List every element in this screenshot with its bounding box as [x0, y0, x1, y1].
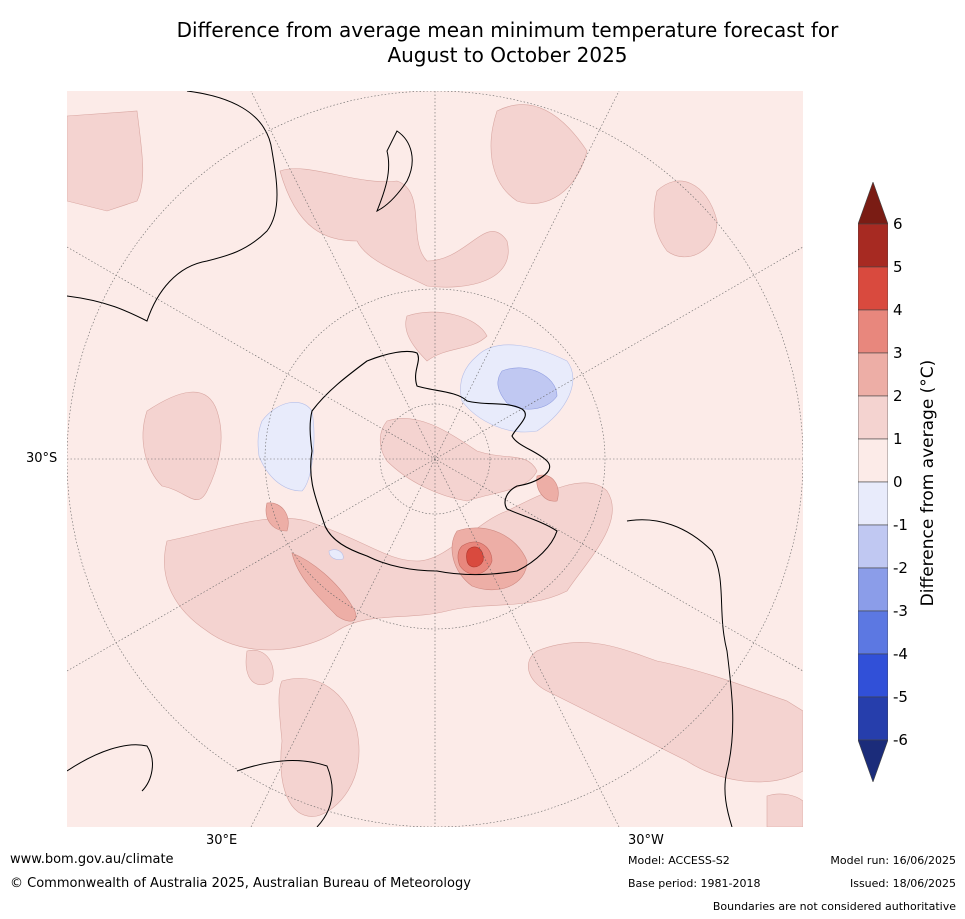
footer-copyright: © Commonwealth of Australia 2025, Austra…	[10, 876, 471, 891]
south-america-coastline	[626, 519, 734, 827]
colorbar-seg-5-6	[858, 223, 888, 268]
warm-patch-south-indian	[278, 678, 360, 817]
map-canvas	[67, 91, 803, 827]
lat-label-30s: 30°S	[26, 451, 58, 466]
meridian-60w	[67, 246, 803, 672]
footer-disclaimer: Boundaries are not considered authoritat…	[712, 900, 956, 913]
lon-label-30e: 30°E	[206, 833, 238, 848]
colorbar-tick-label: 4	[893, 301, 903, 319]
colorbar-tick-label: -5	[893, 688, 908, 706]
footer-base-period: Base period: 1981-2018	[628, 877, 761, 890]
colorbar-seg-2-3	[858, 352, 888, 397]
warm-patch-east-pacific	[653, 180, 718, 258]
colorbar-seg-m4-m3	[858, 610, 888, 655]
warm-patch-kerguelen	[265, 502, 289, 532]
colorbar-tick-label: 1	[893, 430, 903, 448]
warm-patch-southern-ring	[164, 482, 613, 651]
warm-patch-north-pacific	[490, 104, 588, 204]
lat-circle-60s	[264, 288, 606, 630]
footer-model: Model: ACCESS-S2	[628, 854, 730, 867]
cold-core-pacific	[497, 367, 558, 410]
colorbar-tick-label: 6	[893, 215, 903, 233]
anomaly-core-regions	[457, 541, 493, 575]
title-line-1: Difference from average mean minimum tem…	[176, 18, 839, 42]
continent-outlines	[67, 91, 734, 827]
graticule	[67, 91, 803, 827]
colorbar-segments	[858, 182, 888, 782]
anomaly-map	[67, 91, 803, 827]
anomaly-1-to-2-regions	[67, 104, 803, 827]
warm-patch-ross	[405, 311, 488, 362]
colorbar-tick-label: -2	[893, 559, 908, 577]
colorbar-label-text: Difference from average (°C)	[918, 359, 938, 607]
warm-patch-indian-ocean	[142, 391, 222, 500]
colorbar-extend-bottom	[858, 739, 888, 782]
warm-core-inner	[466, 546, 484, 568]
title-line-2: August to October 2025	[387, 43, 628, 67]
colorbar-tick-label: 5	[893, 258, 903, 276]
colorbar-seg-3-4	[858, 309, 888, 354]
cold-patch-indian	[257, 402, 315, 492]
colorbar-tick-label: 3	[893, 344, 903, 362]
colorbar-tick-label: -6	[893, 731, 908, 749]
colorbar-tick-label: -1	[893, 516, 908, 534]
colorbar-tick-label: 0	[893, 473, 903, 491]
warm-patch-weddell	[536, 474, 559, 502]
australia-coastline	[67, 91, 278, 322]
footer-site: www.bom.gov.au/climate	[10, 852, 174, 867]
lon-label-30w: 30°W	[628, 833, 664, 848]
colorbar-seg-1-2	[858, 395, 888, 440]
cold-patch-small	[328, 549, 344, 560]
colorbar-seg-m6-m5	[858, 696, 888, 741]
colorbar-tick-label: -4	[893, 645, 908, 663]
anomaly-cold-regions	[257, 344, 574, 560]
warm-patch-se-corner	[766, 793, 803, 827]
warm-patch-tasman	[279, 168, 509, 288]
warm-patch-antarctic-interior	[379, 418, 538, 502]
antarctica-coastline	[309, 350, 558, 576]
colorbar-extend-top	[858, 182, 888, 225]
colorbar	[858, 182, 888, 782]
warm-patch-north-sea	[67, 110, 144, 212]
colorbar-seg-m5-m4	[858, 653, 888, 698]
colorbar-seg-4-5	[858, 266, 888, 311]
colorbar-tick-label: -3	[893, 602, 908, 620]
colorbar-seg-m2-m1	[858, 524, 888, 569]
colorbar-seg-0-1	[858, 438, 888, 483]
map-title: Difference from average mean minimum tem…	[0, 18, 965, 68]
meridian-30e	[250, 91, 620, 827]
colorbar-seg-m3-m2	[858, 567, 888, 612]
meridian-30w	[250, 91, 620, 827]
africa-coastline	[67, 744, 333, 827]
warm-patch-south-atlantic	[528, 642, 803, 783]
warm-patch-southwest	[245, 649, 274, 686]
colorbar-tick-label: 2	[893, 387, 903, 405]
new-zealand-coastline	[376, 130, 413, 213]
footer-model-run: Model run: 16/06/2025	[830, 854, 956, 867]
footer-issued: Issued: 18/06/2025	[849, 877, 956, 890]
colorbar-seg-m1-0	[858, 481, 888, 526]
